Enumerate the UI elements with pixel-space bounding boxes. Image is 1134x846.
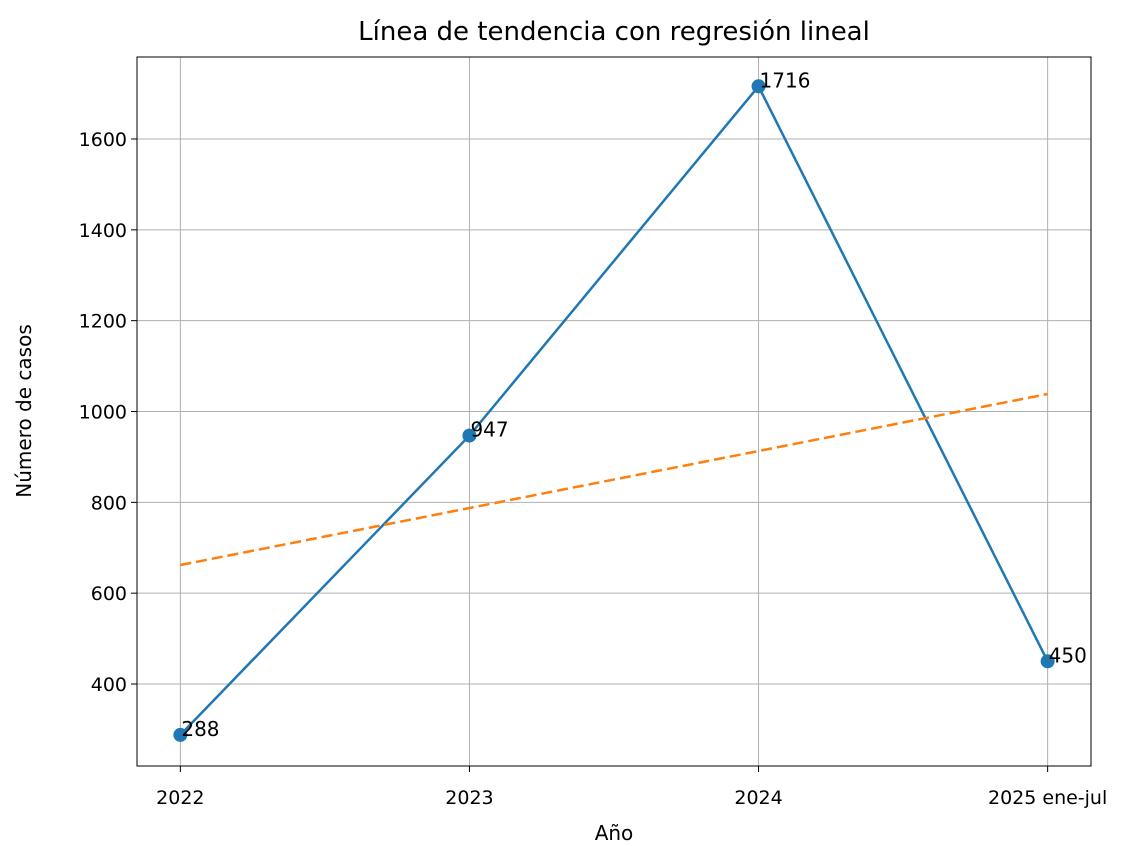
y-tick-label: 800 xyxy=(91,492,127,514)
y-axis-label: Número de casos xyxy=(12,324,36,498)
data-point xyxy=(173,727,188,742)
x-axis-label: Año xyxy=(595,821,634,845)
chart-title: Línea de tendencia con regresión lineal xyxy=(358,17,870,47)
data-label: 450 xyxy=(1049,643,1087,667)
y-tick-label: 1200 xyxy=(79,311,127,333)
plot-frame xyxy=(136,56,1092,767)
series-line xyxy=(180,392,1048,567)
data-label: 288 xyxy=(181,717,219,741)
data-point xyxy=(1040,654,1055,669)
data-label: 947 xyxy=(470,418,508,442)
x-tick-label: 2025 ene-jul xyxy=(988,787,1107,809)
y-tick-label: 600 xyxy=(91,583,127,605)
data-label: 1716 xyxy=(760,68,811,92)
data-point xyxy=(751,79,766,94)
data-point xyxy=(462,428,477,443)
series-line xyxy=(179,84,1049,736)
x-tick-label: 2023 xyxy=(445,787,493,809)
x-tick-label: 2024 xyxy=(734,787,782,809)
y-tick-label: 400 xyxy=(91,674,127,696)
y-tick-label: 1000 xyxy=(79,402,127,424)
y-tick-label: 1600 xyxy=(79,129,127,151)
y-tick-label: 1400 xyxy=(79,220,127,242)
x-tick-label: 2022 xyxy=(156,787,204,809)
